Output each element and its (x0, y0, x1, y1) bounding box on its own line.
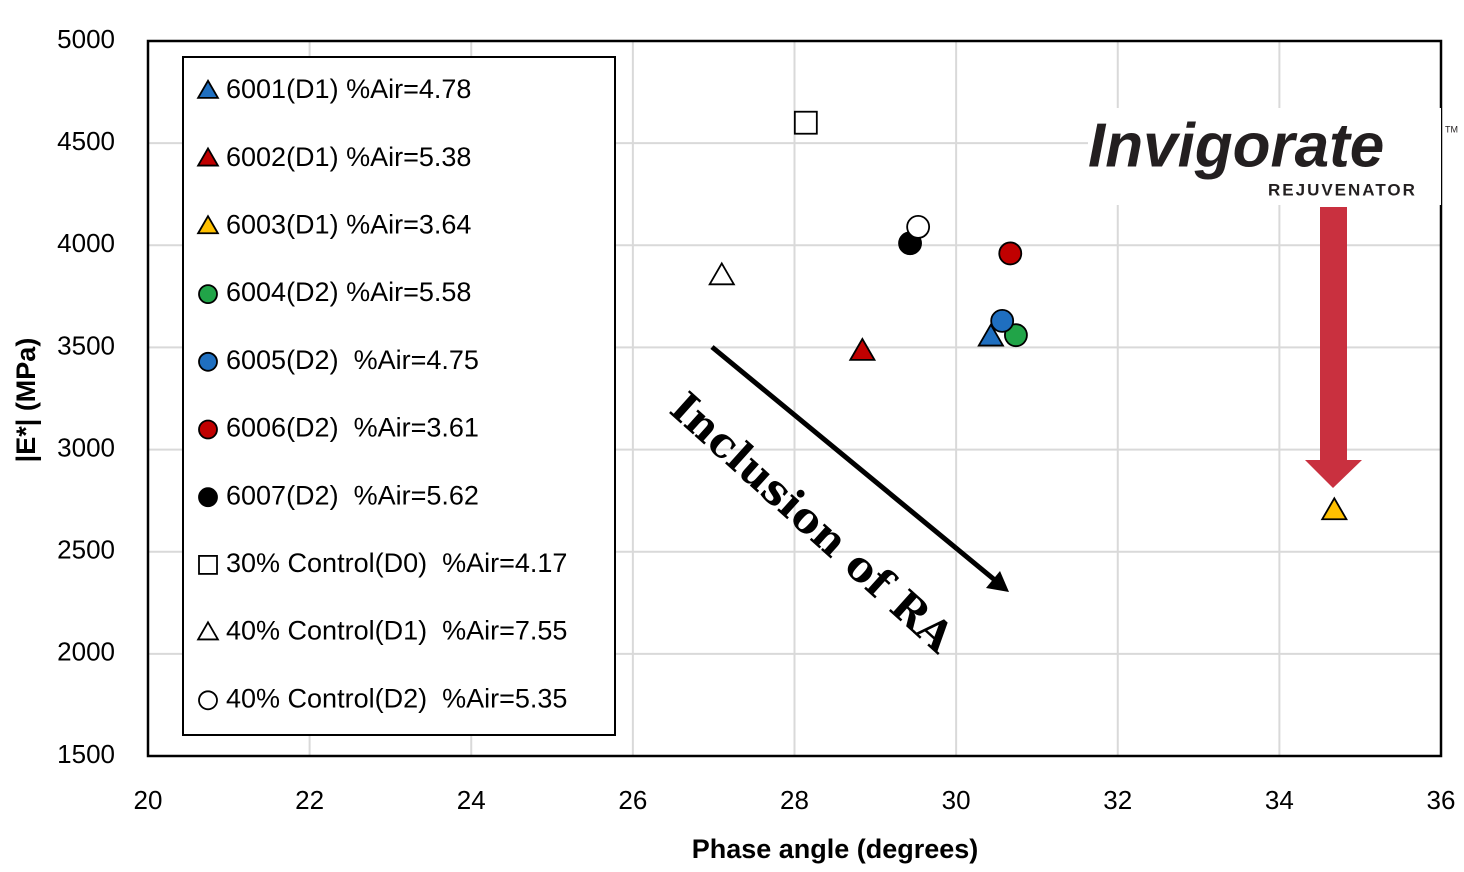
legend-marker (199, 421, 217, 439)
legend-marker (199, 285, 217, 303)
x-tick-label: 22 (295, 785, 324, 815)
legend-entry: 6004(D2) %Air=5.58 (226, 277, 471, 307)
legend-entry: 6002(D1) %Air=5.38 (226, 142, 471, 172)
legend-entry: 40% Control(D1) %Air=7.55 (226, 616, 567, 646)
y-tick-label: 3000 (57, 432, 115, 462)
x-tick-label: 28 (780, 785, 809, 815)
y-tick-label: 2000 (57, 637, 115, 667)
legend-entry: 40% Control(D2) %Air=5.35 (226, 683, 567, 713)
y-tick-label: 4000 (57, 228, 115, 258)
legend-entry: 30% Control(D0) %Air=4.17 (226, 548, 567, 578)
x-tick-label: 32 (1103, 785, 1132, 815)
red-arrow-shaft (1320, 207, 1347, 461)
x-axis-label: Phase angle (degrees) (692, 834, 979, 864)
legend-entry: 6006(D2) %Air=3.61 (226, 413, 479, 443)
x-tick-label: 20 (134, 785, 163, 815)
logo-tagline: REJUVENATOR (1268, 180, 1417, 199)
y-axis-label: |E*| (MPa) (11, 338, 41, 463)
point (710, 263, 734, 284)
chart: Invigorate REJUVENATOR TM Inclusion of R… (0, 0, 1464, 872)
point (795, 112, 817, 134)
point (1322, 498, 1346, 519)
legend-entry: 6001(D1) %Air=4.78 (226, 74, 471, 104)
y-tick-label: 4500 (57, 126, 115, 156)
legend-marker (199, 488, 217, 506)
legend-marker (199, 556, 217, 574)
y-tick-label: 2500 (57, 535, 115, 565)
x-tick-label: 24 (457, 785, 486, 815)
legend-entry: 6007(D2) %Air=5.62 (226, 480, 479, 510)
logo-name: Invigorate (1088, 111, 1384, 180)
x-tick-label: 26 (618, 785, 647, 815)
point (907, 216, 929, 238)
logo-tm: TM (1445, 124, 1458, 134)
annotation: Inclusion of RA (661, 383, 965, 663)
legend-entry: 6005(D2) %Air=4.75 (226, 345, 479, 375)
legend-marker (199, 691, 217, 709)
x-tick-label: 36 (1427, 785, 1456, 815)
x-tick-label: 30 (942, 785, 971, 815)
y-tick-label: 5000 (57, 24, 115, 54)
y-tick-label: 3500 (57, 330, 115, 360)
point (999, 242, 1021, 264)
point (991, 310, 1013, 332)
red-arrow-head (1305, 460, 1362, 488)
x-tick-label: 34 (1265, 785, 1294, 815)
point (850, 339, 874, 360)
legend-entry: 6003(D1) %Air=3.64 (226, 210, 471, 240)
y-tick-label: 1500 (57, 739, 115, 769)
legend-marker (199, 353, 217, 371)
